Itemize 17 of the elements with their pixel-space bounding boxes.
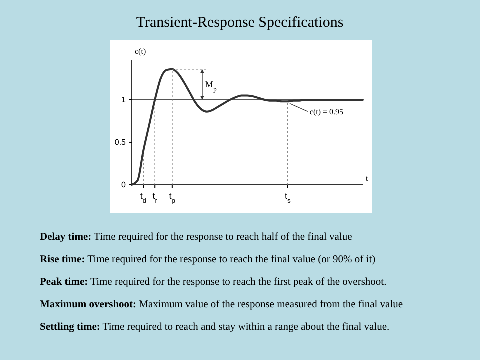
- chart-title: Transient-Response Specifications: [136, 15, 344, 31]
- y-tick-label: 0.5: [114, 138, 127, 148]
- text: Settling time: Time required to reach and stay within a range about the final value.: [40, 322, 390, 333]
- text: Maximum overshoot: Maximum value of the response measured from the final value: [40, 300, 404, 310]
- text: Delay time: Time required for the response to reach half of the final value: [40, 232, 353, 243]
- text: Rise time: Time required for the response to reach the final value (or 90% of it): [40, 254, 376, 266]
- text: Peak time: Time required for the response to reach the first peak of the overshoot.: [40, 277, 387, 288]
- y-tick-label: 1: [122, 96, 127, 105]
- annotation: M$_{p}$: [205, 80, 218, 94]
- y-axis-title: c(t): [135, 47, 146, 56]
- annotation: c(t) = 0.95: [310, 108, 344, 117]
- x-tick-label: t$_{s}$: [284, 191, 292, 204]
- x-tick-label: t$_{d}$: [140, 191, 147, 204]
- x-axis-title: t: [366, 174, 369, 183]
- x-tick-label: t$_{p}$: [169, 191, 176, 204]
- y-tick-label: 0: [122, 180, 127, 190]
- x-tick-label: t$_{r}$: [152, 191, 158, 204]
